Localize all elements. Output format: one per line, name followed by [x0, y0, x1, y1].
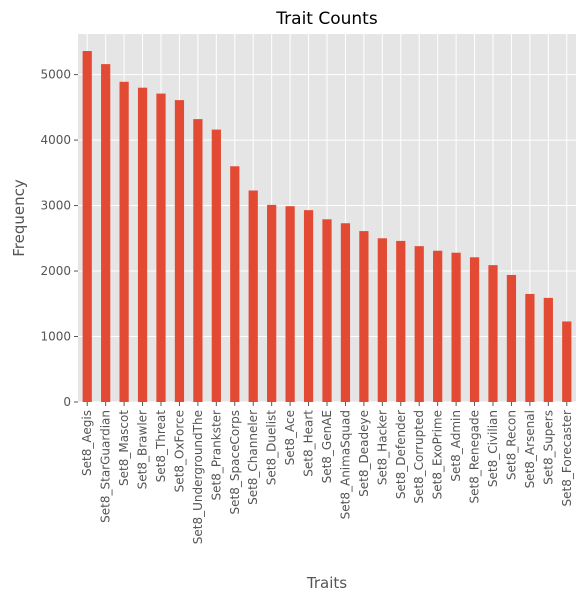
y-axis-ticks: 0 1000 2000 3000 4000 5000 — [40, 68, 78, 409]
bar — [248, 190, 258, 402]
x-tick-label: Set8_Hacker — [375, 410, 389, 485]
bars — [82, 51, 572, 403]
bar — [506, 274, 517, 402]
x-tick-label: Set8_Deadeye — [357, 410, 371, 497]
bar — [340, 223, 351, 402]
x-tick-label: Set8_Mascot — [117, 410, 131, 486]
bar — [156, 93, 166, 402]
x-tick-label: Set8_Channeler — [246, 410, 260, 505]
y-tick-label: 5000 — [40, 68, 71, 82]
bar — [137, 87, 148, 403]
x-tick-label: Set8_SpaceCorps — [228, 410, 242, 514]
bar — [562, 321, 572, 402]
x-tick-label: Set8_Civilian — [486, 410, 500, 487]
x-tick-label: Set8_Renegade — [468, 410, 482, 503]
x-tick-label: Set8_GenAE — [320, 410, 334, 483]
y-axis-label: Frequency — [10, 179, 28, 257]
x-tick-label: Set8_Corrupted — [412, 410, 426, 504]
bar — [322, 219, 332, 402]
x-axis-label: Traits — [306, 574, 347, 592]
bar — [230, 166, 240, 402]
x-tick-label: Set8_Heart — [302, 410, 316, 477]
bar — [174, 100, 185, 403]
y-tick-label: 0 — [63, 395, 71, 409]
bar — [488, 265, 498, 402]
bar — [119, 81, 129, 402]
bar — [525, 293, 535, 402]
bar — [193, 119, 203, 402]
bar — [303, 210, 314, 402]
bar — [101, 64, 111, 402]
bar — [543, 297, 553, 402]
x-tick-label: Set8_OxForce — [172, 410, 186, 492]
x-tick-label: Set8_Prankster — [209, 410, 223, 501]
x-tick-label: Set8_Aegis — [80, 410, 94, 476]
bar — [211, 129, 221, 402]
bar — [396, 240, 406, 402]
x-tick-label: Set8_Arsenal — [523, 410, 537, 488]
x-tick-label: Set8_Forecaster — [560, 410, 574, 507]
bar — [82, 51, 92, 403]
x-tick-label: Set8_StarGuardian — [99, 410, 113, 523]
x-tick-label: Set8_Duelist — [265, 410, 279, 485]
x-tick-label: Set8_Supers — [541, 410, 555, 485]
y-tick-label: 3000 — [40, 199, 71, 213]
bar — [377, 238, 387, 402]
bar — [359, 231, 369, 402]
bar — [414, 246, 424, 402]
y-tick-label: 4000 — [40, 133, 71, 147]
x-tick-label: Set8_Defender — [394, 410, 408, 499]
bar — [451, 252, 461, 402]
x-tick-label: Set8_Brawler — [136, 410, 150, 489]
bar — [469, 257, 480, 402]
y-tick-label: 1000 — [40, 330, 71, 344]
x-tick-label: Set8_UndergroundThe — [191, 410, 205, 544]
x-axis-ticks: Set8_Aegis Set8_StarGuardian Set8_Mascot Se… — [80, 402, 574, 544]
y-tick-label: 2000 — [40, 264, 71, 278]
chart-title: Trait Counts — [275, 9, 378, 29]
x-tick-label: Set8_AnimaSquad — [338, 410, 352, 519]
x-tick-label: Set8_Recon — [504, 410, 518, 480]
x-tick-label: Set8_Admin — [449, 410, 463, 482]
x-tick-label: Set8_Threat — [154, 410, 168, 483]
x-tick-label: Set8_Ace — [283, 410, 297, 465]
x-tick-label: Set8_ExoPrime — [431, 410, 445, 499]
bar — [433, 250, 443, 402]
bar — [267, 204, 277, 402]
bar — [285, 206, 295, 402]
